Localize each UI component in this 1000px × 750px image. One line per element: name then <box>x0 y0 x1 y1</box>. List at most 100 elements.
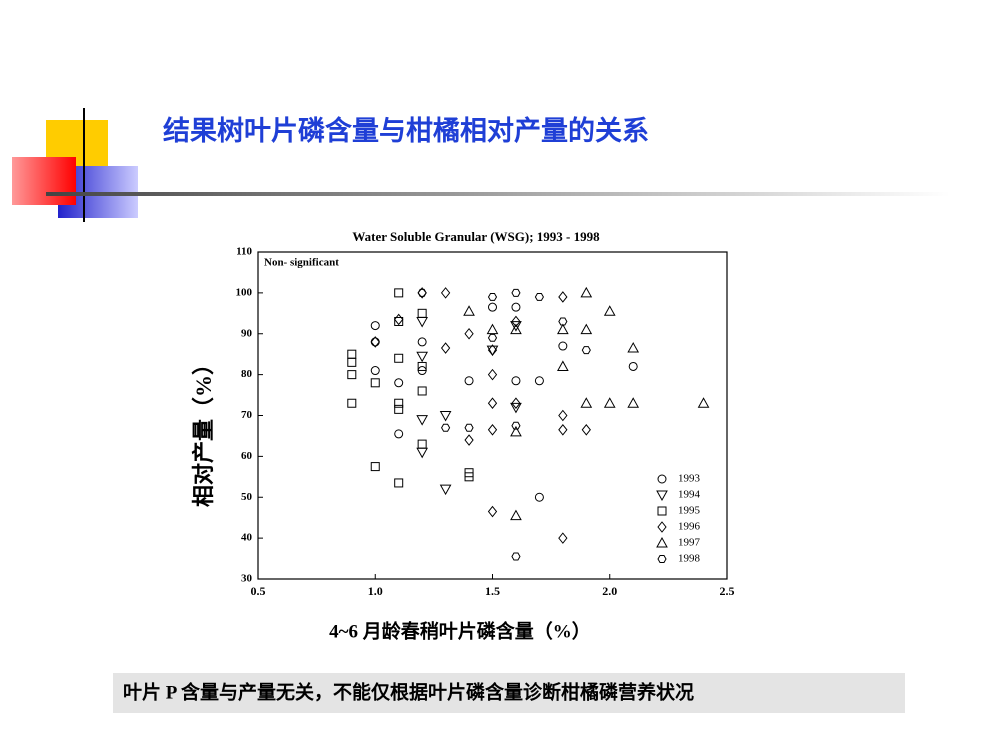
legend-marker <box>657 506 667 516</box>
y-tick-label: 110 <box>236 246 252 258</box>
point <box>394 353 404 363</box>
point <box>558 424 568 436</box>
point <box>370 366 380 376</box>
point <box>347 349 357 359</box>
plot-frame <box>257 251 728 580</box>
point <box>416 447 428 459</box>
y-tick-label: 40 <box>241 532 253 544</box>
y-tick-label: 30 <box>241 573 253 585</box>
point <box>627 397 640 408</box>
point <box>534 376 544 386</box>
y-tick-label: 50 <box>241 491 253 503</box>
legend-label: 1993 <box>678 473 701 485</box>
point <box>697 397 710 408</box>
point <box>464 434 474 446</box>
legend-marker <box>656 490 668 502</box>
point <box>486 345 499 357</box>
point <box>488 302 497 312</box>
point <box>510 402 522 414</box>
point <box>417 439 427 449</box>
point <box>581 346 591 355</box>
point <box>464 423 474 432</box>
point <box>581 424 591 436</box>
x-tick-label: 2.5 <box>720 584 735 598</box>
point <box>510 321 522 332</box>
y-tick-label: 70 <box>241 409 253 421</box>
point <box>394 478 404 488</box>
point <box>416 351 428 363</box>
point <box>370 336 380 348</box>
point <box>464 376 474 386</box>
legend-label: 1996 <box>678 521 701 533</box>
point <box>370 321 380 331</box>
point <box>487 344 498 356</box>
x-tick-label: 1.0 <box>368 584 383 598</box>
point <box>510 323 522 335</box>
point <box>464 472 474 482</box>
point <box>603 397 616 408</box>
point <box>511 552 521 561</box>
y-tick-label: 60 <box>241 450 253 462</box>
point <box>439 411 452 422</box>
legend-marker <box>657 474 667 484</box>
chart-title: Water Soluble Granular (WSG); 1993 - 199… <box>352 229 600 244</box>
y-tick-label: 90 <box>241 327 253 339</box>
point <box>558 341 568 351</box>
point <box>417 337 427 347</box>
point <box>558 409 568 422</box>
point <box>511 397 521 410</box>
point <box>580 397 593 408</box>
point <box>394 378 404 388</box>
deco-red <box>12 157 76 205</box>
point <box>394 404 404 414</box>
point <box>394 316 404 326</box>
point <box>534 492 544 502</box>
legend-marker <box>657 521 667 533</box>
point <box>486 323 499 335</box>
point <box>441 423 451 432</box>
point <box>417 288 427 297</box>
point <box>511 376 521 386</box>
point <box>417 308 427 318</box>
point <box>487 424 498 436</box>
point <box>464 327 474 340</box>
point <box>627 342 640 353</box>
x-axis-label: 4~6 月龄春稍叶片磷含量（%） <box>329 619 591 642</box>
deco-hline <box>46 192 950 196</box>
point <box>580 323 593 335</box>
annotation: Non- significant <box>264 257 339 269</box>
x-tick-label: 2.0 <box>602 584 617 598</box>
point <box>511 302 521 312</box>
caption: 叶片 P 含量与产量无关，不能仅根据叶片磷含量诊断柑橘磷营养状况 <box>123 680 694 703</box>
point <box>557 323 569 335</box>
point <box>558 317 568 326</box>
point <box>510 509 522 521</box>
legend-label: 1997 <box>678 537 701 549</box>
point <box>557 360 569 371</box>
point <box>370 462 380 472</box>
y-axis-label: 相对产量（%） <box>191 353 216 507</box>
point <box>580 286 593 298</box>
point <box>558 291 568 303</box>
y-tick-label: 100 <box>236 286 253 298</box>
legend-label: 1994 <box>678 489 701 501</box>
legend-marker <box>657 555 667 563</box>
legend-label: 1995 <box>678 505 701 517</box>
slide-title: 结果树叶片磷含量与柑橘相对产量的关系 <box>163 115 649 146</box>
point <box>487 368 498 381</box>
point <box>394 429 404 439</box>
point <box>510 425 522 437</box>
point <box>511 288 521 297</box>
point <box>416 316 428 328</box>
point <box>463 305 475 316</box>
point <box>347 357 357 367</box>
caption-box <box>113 673 905 713</box>
point <box>487 397 498 410</box>
point <box>534 292 544 301</box>
point <box>628 361 638 371</box>
point <box>487 505 498 518</box>
y-tick-label: 80 <box>241 368 253 380</box>
point <box>511 421 521 430</box>
point <box>394 288 404 298</box>
